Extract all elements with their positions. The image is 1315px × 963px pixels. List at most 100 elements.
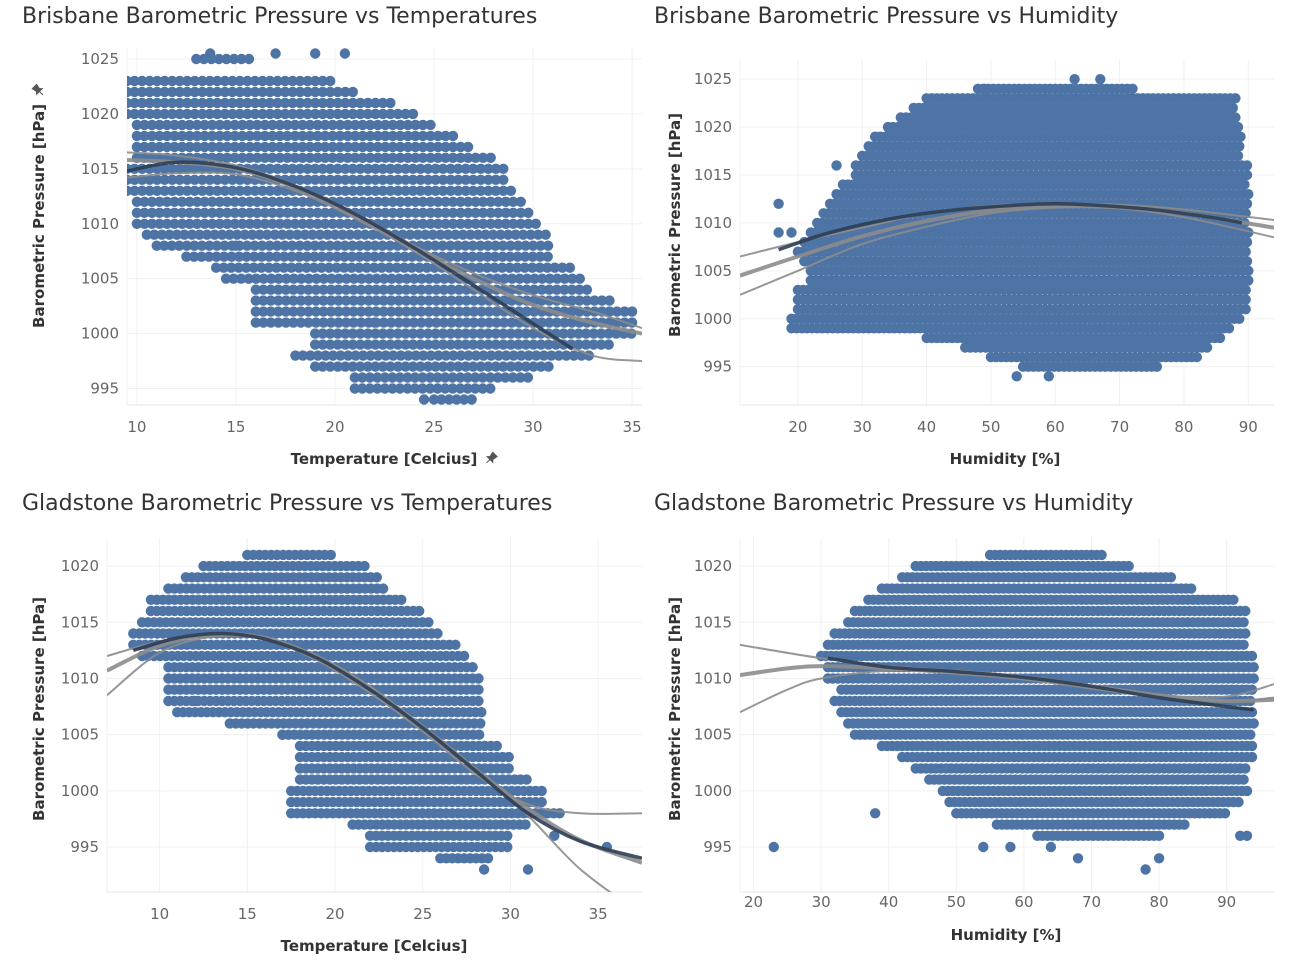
data-point[interactable] xyxy=(528,328,539,339)
data-point[interactable] xyxy=(346,251,358,262)
data-point[interactable] xyxy=(244,207,255,218)
data-point[interactable] xyxy=(417,207,429,218)
data-point[interactable] xyxy=(296,273,307,284)
data-point[interactable] xyxy=(319,130,331,142)
data-point[interactable] xyxy=(1243,265,1254,276)
data-point[interactable] xyxy=(385,361,396,372)
data-point[interactable] xyxy=(410,130,421,142)
data-point[interactable] xyxy=(256,240,268,251)
data-point[interactable] xyxy=(294,174,306,185)
data-point[interactable] xyxy=(425,119,436,131)
data-point[interactable] xyxy=(414,262,425,273)
data-point[interactable] xyxy=(252,152,263,163)
data-point[interactable] xyxy=(258,317,269,328)
data-point[interactable] xyxy=(452,251,463,262)
data-point[interactable] xyxy=(408,317,419,328)
data-point[interactable] xyxy=(372,130,383,142)
data-point[interactable] xyxy=(207,130,218,142)
data-point[interactable] xyxy=(146,130,158,142)
trend-line[interactable] xyxy=(127,160,574,351)
data-point[interactable] xyxy=(979,83,990,95)
data-point[interactable] xyxy=(371,273,382,284)
data-point[interactable] xyxy=(333,284,344,295)
data-point[interactable] xyxy=(304,119,316,131)
data-point[interactable] xyxy=(159,75,170,87)
data-point[interactable] xyxy=(520,240,531,251)
data-point[interactable] xyxy=(297,350,309,361)
data-point[interactable] xyxy=(477,207,489,218)
data-point[interactable] xyxy=(347,108,358,120)
data-point[interactable] xyxy=(299,229,311,240)
data-point[interactable] xyxy=(188,251,200,262)
data-point[interactable] xyxy=(466,394,477,405)
data-point[interactable] xyxy=(216,229,228,240)
data-point[interactable] xyxy=(549,262,560,273)
data-point[interactable] xyxy=(176,218,188,229)
data-point[interactable] xyxy=(559,273,570,284)
data-point[interactable] xyxy=(421,262,433,273)
data-point[interactable] xyxy=(174,86,185,98)
data-point[interactable] xyxy=(487,229,499,240)
data-point[interactable] xyxy=(473,684,484,695)
data-point[interactable] xyxy=(386,295,397,306)
data-point[interactable] xyxy=(497,262,508,273)
data-point[interactable] xyxy=(589,295,600,306)
data-point[interactable] xyxy=(369,251,380,262)
data-point[interactable] xyxy=(274,218,286,229)
data-point[interactable] xyxy=(370,185,381,196)
data-point[interactable] xyxy=(551,284,562,295)
data-point[interactable] xyxy=(197,185,208,196)
data-point[interactable] xyxy=(450,229,461,240)
data-point[interactable] xyxy=(311,273,322,284)
data-point[interactable] xyxy=(297,152,308,163)
data-point[interactable] xyxy=(344,229,356,240)
data-point[interactable] xyxy=(309,240,320,251)
data-point[interactable] xyxy=(259,130,271,142)
data-point[interactable] xyxy=(174,240,185,251)
data-point[interactable] xyxy=(401,295,412,306)
data-point[interactable] xyxy=(317,97,328,109)
data-point[interactable] xyxy=(508,218,519,229)
data-point[interactable] xyxy=(467,662,478,673)
data-point[interactable] xyxy=(507,372,519,383)
data-point[interactable] xyxy=(357,119,368,131)
data-point[interactable] xyxy=(259,218,271,229)
data-point[interactable] xyxy=(228,273,239,284)
data-point[interactable] xyxy=(378,317,389,328)
data-point[interactable] xyxy=(407,328,419,339)
data-point[interactable] xyxy=(406,262,417,273)
pin-icon[interactable] xyxy=(484,451,498,466)
data-point[interactable] xyxy=(318,306,329,317)
data-point[interactable] xyxy=(297,141,308,153)
data-point[interactable] xyxy=(407,185,419,196)
data-point[interactable] xyxy=(287,86,298,98)
data-point[interactable] xyxy=(258,306,269,317)
band-line[interactable] xyxy=(740,206,1274,296)
data-point[interactable] xyxy=(282,130,293,142)
data-point[interactable] xyxy=(394,372,406,383)
data-point[interactable] xyxy=(436,394,447,405)
data-point[interactable] xyxy=(1240,294,1251,305)
data-point[interactable] xyxy=(342,119,353,131)
data-point[interactable] xyxy=(161,218,173,229)
data-point[interactable] xyxy=(468,339,479,350)
data-point[interactable] xyxy=(219,174,231,185)
data-point[interactable] xyxy=(1234,141,1245,152)
data-point[interactable] xyxy=(229,207,240,218)
trend-line[interactable] xyxy=(778,202,1243,252)
data-point[interactable] xyxy=(468,174,479,185)
data-point[interactable] xyxy=(379,383,391,394)
data-point[interactable] xyxy=(169,196,180,207)
data-point[interactable] xyxy=(498,317,510,328)
data-point[interactable] xyxy=(129,185,140,196)
data-point[interactable] xyxy=(325,108,336,120)
data-point[interactable] xyxy=(553,350,564,361)
data-point[interactable] xyxy=(460,163,471,174)
data-point[interactable] xyxy=(424,383,436,394)
data-point[interactable] xyxy=(214,218,225,229)
data-point[interactable] xyxy=(417,152,429,163)
data-point[interactable] xyxy=(327,218,338,229)
data-point[interactable] xyxy=(409,372,421,383)
data-point[interactable] xyxy=(512,240,524,251)
data-point[interactable] xyxy=(204,86,215,98)
